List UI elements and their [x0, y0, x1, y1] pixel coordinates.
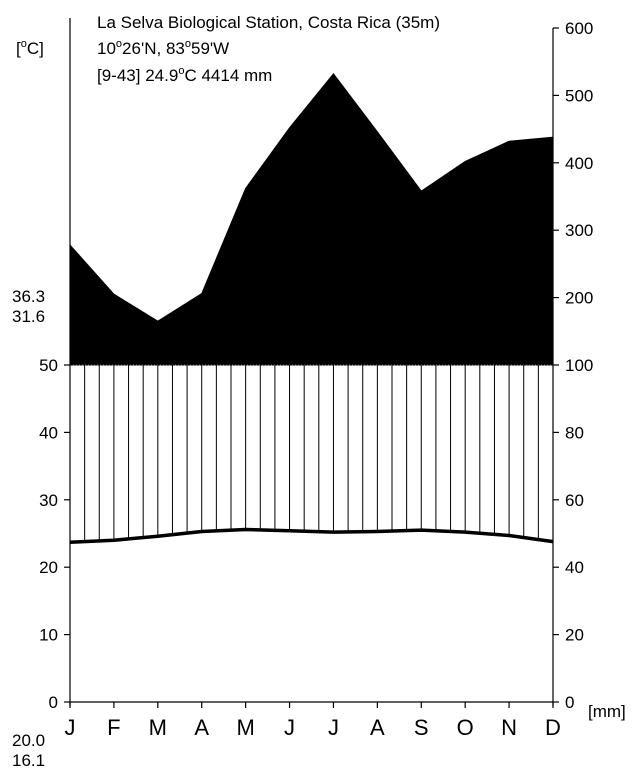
precipitation-fill — [69, 73, 554, 366]
month-label: J — [284, 715, 295, 740]
month-label: A — [194, 715, 209, 740]
left-tick-label: 40 — [39, 423, 58, 442]
right-tick-label: 200 — [565, 289, 593, 308]
right-tick-label: 100 — [565, 356, 593, 375]
right-tick-label: 300 — [565, 221, 593, 240]
month-label: J — [328, 715, 339, 740]
max-temp-label-2: 31.6 — [12, 307, 45, 326]
left-tick-label: 20 — [39, 558, 58, 577]
month-label: J — [65, 715, 76, 740]
left-tick-label: 0 — [49, 693, 58, 712]
axes — [69, 18, 554, 708]
right-tick-label: 600 — [565, 19, 593, 38]
temperature-curve — [69, 527, 554, 545]
right-tick-label: 500 — [565, 86, 593, 105]
left-tick-label: 30 — [39, 491, 58, 510]
min-temp-label-1: 20.0 — [12, 731, 45, 750]
left-tick-label: 50 — [39, 356, 58, 375]
left-tick-label: 10 — [39, 626, 58, 645]
temperature-line — [69, 527, 554, 545]
max-temp-label-1: 36.3 — [12, 287, 45, 306]
right-axis-unit: [mm] — [588, 702, 626, 721]
chart-title: La Selva Biological Station, Costa Rica … — [97, 13, 440, 32]
month-label: O — [457, 715, 474, 740]
right-tick-label: 60 — [565, 491, 584, 510]
right-tick-label: 20 — [565, 626, 584, 645]
right-tick-label: 400 — [565, 154, 593, 173]
month-label: M — [236, 715, 254, 740]
month-label: S — [414, 715, 429, 740]
month-label: D — [545, 715, 561, 740]
right-tick-label: 80 — [565, 423, 584, 442]
coordinates-label: 10o26'N, 83o59'W — [97, 38, 229, 58]
month-label: N — [501, 715, 517, 740]
month-label: A — [370, 715, 385, 740]
month-label: M — [149, 715, 167, 740]
left-axis-unit: [oC] — [16, 38, 44, 58]
humid-period-hatching — [69, 365, 554, 543]
min-temp-label-2: 16.1 — [12, 751, 45, 770]
right-axis-ticks: 0 20 40 60 80 100 200 300 400 500 600 — [553, 19, 593, 712]
month-label: F — [107, 715, 120, 740]
precipitation-area — [69, 73, 554, 366]
right-tick-label: 40 — [565, 558, 584, 577]
left-axis-ticks: 0 10 20 30 40 50 — [39, 356, 70, 712]
summary-label: [9-43] 24.9oC 4414 mm — [97, 65, 272, 85]
right-tick-label: 0 — [565, 693, 574, 712]
